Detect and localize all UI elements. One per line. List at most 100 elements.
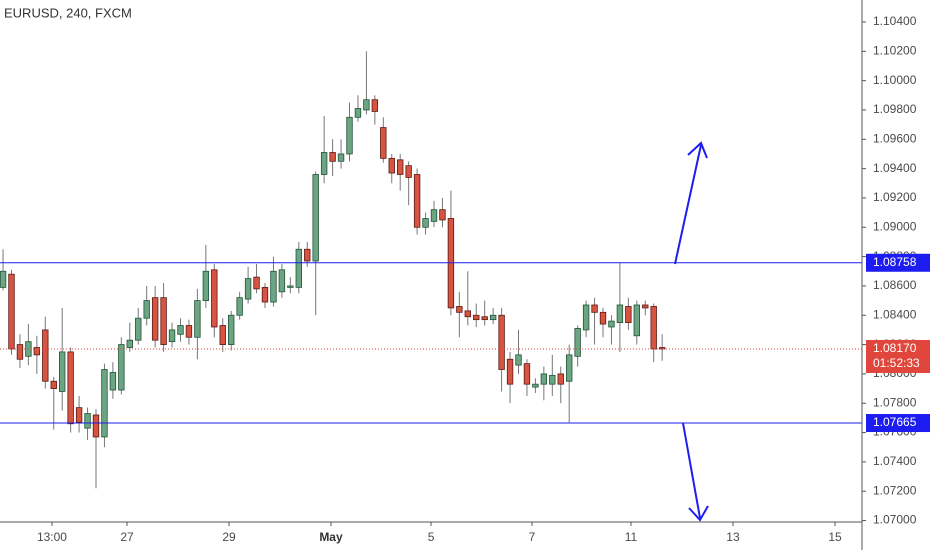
candle-body xyxy=(101,369,108,438)
candle-body xyxy=(236,297,243,316)
candle-body xyxy=(397,159,404,175)
candle-body xyxy=(346,116,353,155)
candle-body xyxy=(84,413,91,429)
candle-body xyxy=(33,347,41,356)
candle-body xyxy=(506,358,514,385)
y-tick-label: 1.09200 xyxy=(873,190,917,204)
candle-body xyxy=(135,317,142,341)
candle-body xyxy=(388,157,395,174)
candle-body xyxy=(337,153,345,162)
candle-body xyxy=(109,372,117,391)
candle-body xyxy=(126,339,133,348)
candle-body xyxy=(185,325,193,338)
candle-body xyxy=(143,300,150,319)
candle-body xyxy=(515,354,522,366)
y-tick-label: 1.08600 xyxy=(873,278,917,292)
candle-body xyxy=(67,351,74,425)
y-tick-label: 1.09800 xyxy=(873,102,917,116)
y-tick-label: 1.10400 xyxy=(873,14,917,28)
candle-body xyxy=(549,374,556,385)
candle-body xyxy=(566,354,573,382)
candle-body xyxy=(59,351,66,392)
candle-body xyxy=(557,373,564,385)
up-arrow-head xyxy=(687,141,708,159)
up-arrow xyxy=(674,144,702,265)
x-tick-label: 11 xyxy=(625,530,638,544)
candle-body xyxy=(642,304,649,309)
candle-body xyxy=(574,328,581,357)
candle-body xyxy=(658,347,666,350)
candle-body xyxy=(211,269,218,328)
y-tick-label: 1.09400 xyxy=(873,161,917,175)
x-tick-label: 27 xyxy=(120,530,134,544)
candle-body xyxy=(371,99,379,112)
x-tick-label: 15 xyxy=(828,530,842,544)
candle-body xyxy=(413,174,421,228)
candle-body xyxy=(405,165,412,178)
last-price-label: 1.08170 xyxy=(873,341,917,355)
candle-body xyxy=(439,209,446,221)
candle-body xyxy=(625,306,632,323)
candle-body xyxy=(25,341,32,357)
x-tick-label: 7 xyxy=(529,530,536,544)
down-arrow xyxy=(682,422,701,519)
candle-body xyxy=(422,218,429,228)
candle-body xyxy=(582,304,590,331)
candle-body xyxy=(261,286,269,303)
candle-body xyxy=(253,276,260,290)
candle-body xyxy=(168,329,176,343)
candle-body xyxy=(287,285,294,288)
candle-body xyxy=(498,314,505,370)
candle-body xyxy=(481,316,488,321)
candle-body xyxy=(532,383,539,388)
x-tick-label: May xyxy=(319,530,343,544)
x-tick-label: 13 xyxy=(726,530,740,544)
candle-body xyxy=(118,344,125,391)
candle-body xyxy=(456,306,463,313)
candle-body xyxy=(616,304,624,323)
y-tick-label: 1.08400 xyxy=(873,307,917,321)
candle-body xyxy=(430,209,438,222)
y-tick-label: 1.07200 xyxy=(873,483,917,497)
candle-body xyxy=(177,325,184,335)
chart-title: EURUSD, 240, FXCM xyxy=(4,5,132,20)
y-tick-label: 1.07400 xyxy=(873,454,917,468)
candle-body xyxy=(599,311,607,325)
candle-body xyxy=(329,152,336,162)
last-price-box xyxy=(866,339,930,373)
down-arrow-head xyxy=(688,505,709,522)
y-tick-label: 1.09000 xyxy=(873,219,917,233)
annotation-arrows xyxy=(674,141,709,522)
candle-body xyxy=(523,363,531,385)
candle-body xyxy=(8,273,15,350)
x-tick-label: 13:00 xyxy=(37,530,67,544)
candle-body xyxy=(312,174,319,262)
candle-body xyxy=(608,320,615,328)
candle-body xyxy=(380,127,387,159)
level-label: 1.08758 xyxy=(873,255,917,269)
x-tick-label: 29 xyxy=(222,530,236,544)
candle-body xyxy=(244,278,252,300)
candle-body xyxy=(650,306,657,350)
candle-body xyxy=(75,407,83,423)
candle-body xyxy=(633,304,640,337)
candle-body xyxy=(50,380,57,389)
candle-body xyxy=(219,325,226,345)
candle-body xyxy=(202,270,210,301)
candle-body xyxy=(363,99,370,111)
level-label-box xyxy=(866,253,930,272)
level-label: 1.07665 xyxy=(873,415,917,429)
candle-body xyxy=(464,310,471,318)
y-tick-label: 1.07000 xyxy=(873,513,917,527)
candle-body xyxy=(278,269,286,293)
candle-body xyxy=(591,304,598,313)
level-label-box xyxy=(866,414,930,433)
y-tick-label: 1.10200 xyxy=(873,43,917,57)
candle-body xyxy=(194,300,201,338)
candle-body xyxy=(270,270,277,303)
candle-body xyxy=(160,297,167,345)
candle-body xyxy=(295,248,302,288)
candle-body xyxy=(0,270,7,288)
